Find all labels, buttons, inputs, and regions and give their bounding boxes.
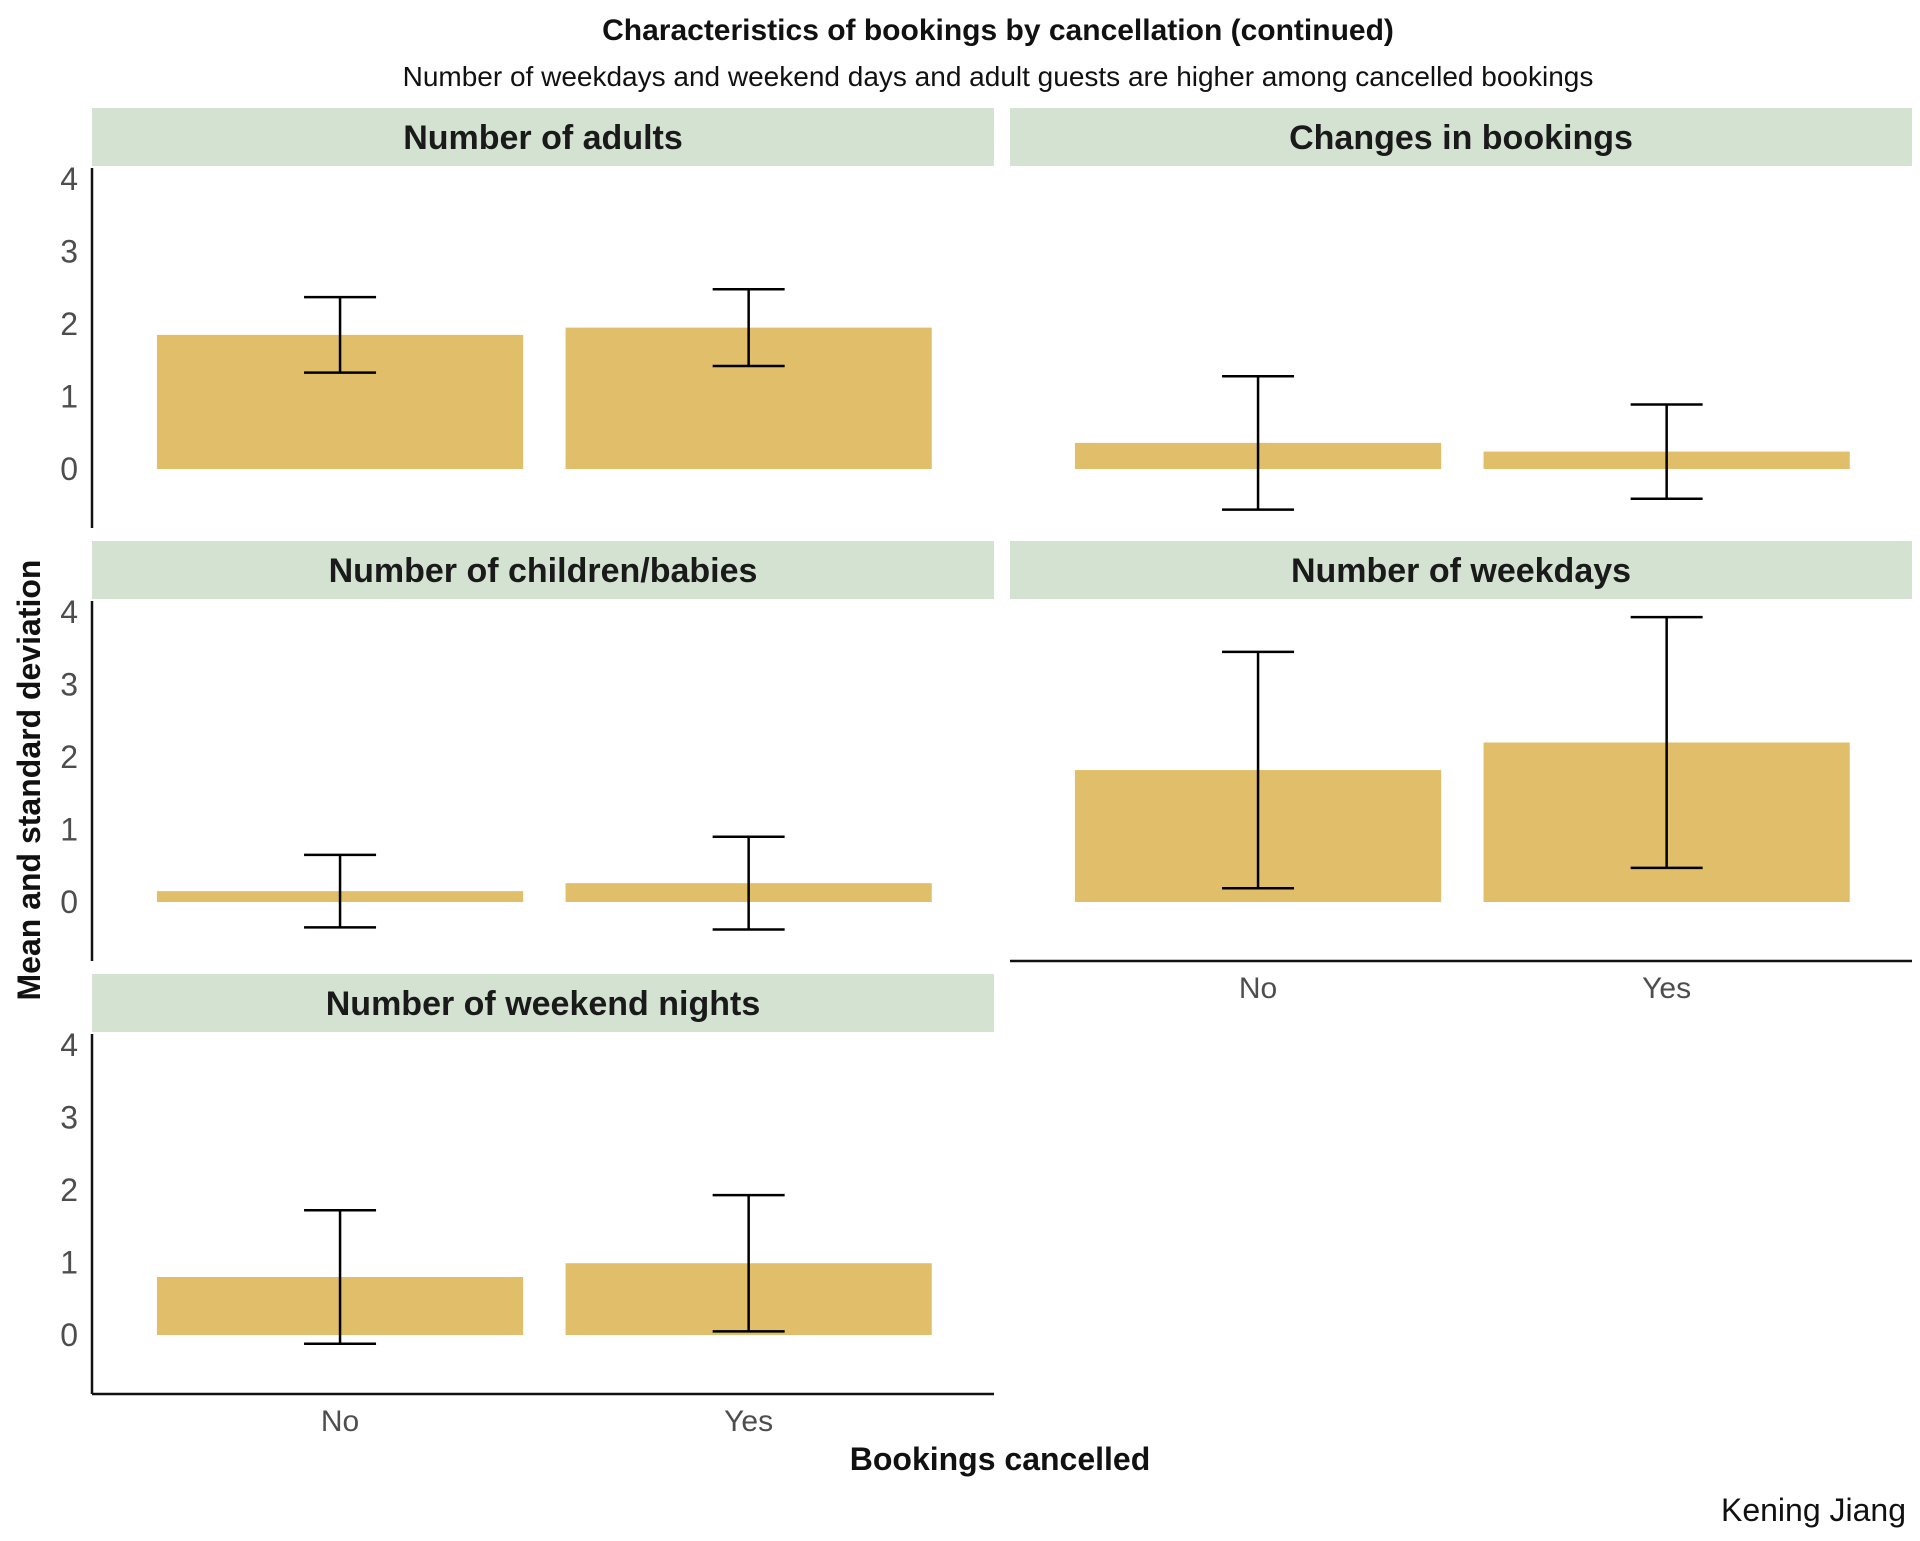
x-tick-label: No (1239, 972, 1277, 1005)
y-tick-label: 1 (60, 812, 78, 848)
y-tick-label: 2 (60, 1172, 78, 1208)
y-tick-label: 3 (60, 1100, 78, 1136)
panel: Number of weekdays No Yes (1010, 541, 1912, 1005)
y-tick-label: 1 (60, 1245, 78, 1281)
y-tick-label: 0 (60, 884, 78, 920)
y-tick-label: 3 (60, 234, 78, 270)
panel: Number of weekend nights 0 1 2 3 4 No Yes (60, 974, 994, 1438)
y-tick-label: 4 (60, 161, 78, 197)
x-tick-label: No (321, 1405, 359, 1438)
chart-caption: Kening Jiang (1721, 1492, 1906, 1528)
x-axis-label: Bookings cancelled (850, 1441, 1151, 1477)
panel-title: Number of weekend nights (326, 985, 761, 1023)
panel-title: Changes in bookings (1289, 119, 1633, 157)
chart-subtitle: Number of weekdays and weekend days and … (403, 61, 1594, 92)
chart-title: Characteristics of bookings by cancellat… (602, 14, 1394, 47)
panel-strip (92, 974, 994, 1032)
panel: Number of children/babies 0 1 2 3 4 (60, 541, 994, 961)
x-tick-label: Yes (724, 1405, 773, 1438)
panel-strip (1010, 541, 1912, 599)
y-tick-label: 0 (60, 451, 78, 487)
y-tick-label: 0 (60, 1317, 78, 1353)
panel: Changes in bookings (1010, 108, 1912, 511)
y-tick-label: 3 (60, 667, 78, 703)
x-tick-label: Yes (1642, 972, 1691, 1005)
y-tick-label: 4 (60, 594, 78, 630)
y-tick-label: 1 (60, 379, 78, 415)
y-tick-label: 2 (60, 739, 78, 775)
panels-layer: Number of adults 0 1 2 3 4 Changes in bookings… (60, 108, 1912, 1438)
panel-title: Number of adults (403, 119, 683, 157)
panel: Number of adults 0 1 2 3 4 (60, 108, 994, 528)
panel-title: Number of children/babies (329, 552, 758, 590)
y-tick-label: 4 (60, 1027, 78, 1063)
panel-title: Number of weekdays (1291, 552, 1631, 590)
panel-strip (92, 541, 994, 599)
panel-strip (92, 108, 994, 166)
panel-strip (1010, 108, 1912, 166)
y-axis-label: Mean and standard deviation (11, 560, 47, 1001)
y-tick-label: 2 (60, 306, 78, 342)
